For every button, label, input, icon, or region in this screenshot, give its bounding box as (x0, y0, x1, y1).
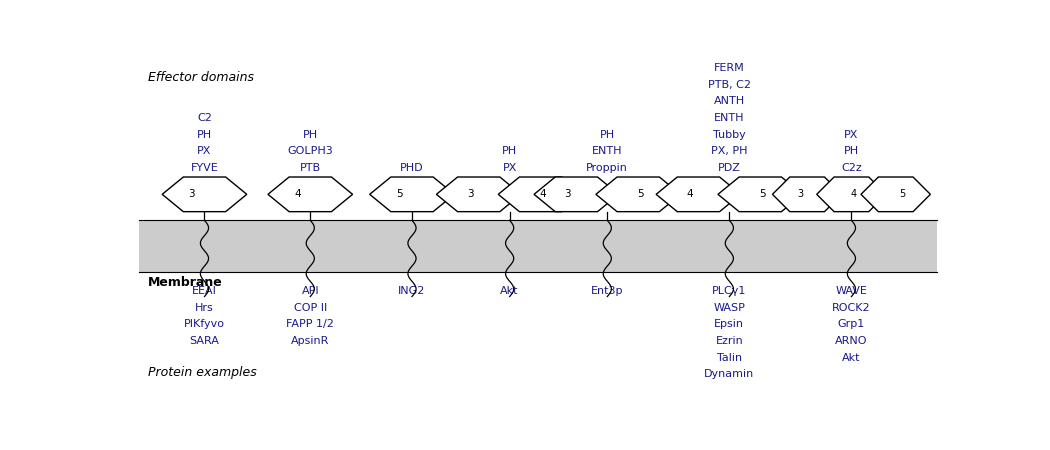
Text: SARA: SARA (190, 336, 219, 346)
Text: EEAI: EEAI (192, 286, 217, 296)
Text: PHD: PHD (400, 163, 424, 173)
Text: Dynamin: Dynamin (705, 369, 755, 379)
Polygon shape (596, 177, 680, 211)
Text: PIKfyvo: PIKfyvo (184, 320, 225, 329)
Polygon shape (817, 177, 886, 211)
Text: Akt: Akt (842, 353, 861, 363)
Text: 4: 4 (540, 189, 546, 199)
Text: ANTH: ANTH (714, 96, 744, 106)
Text: PH: PH (302, 130, 318, 140)
Text: PX: PX (844, 130, 859, 140)
Text: Effector domains: Effector domains (147, 71, 253, 84)
Text: ROCK2: ROCK2 (832, 303, 870, 313)
Text: Talin: Talin (717, 353, 742, 363)
Text: PX: PX (503, 163, 517, 173)
Text: PH: PH (844, 146, 859, 156)
Text: ApsinR: ApsinR (291, 336, 330, 346)
Text: FERM: FERM (714, 63, 744, 73)
Text: Ent3p: Ent3p (591, 286, 624, 296)
Text: Grp1: Grp1 (838, 320, 865, 329)
Text: 3: 3 (467, 189, 474, 199)
Text: PX: PX (197, 146, 212, 156)
Text: 3: 3 (565, 189, 571, 199)
Text: ING2: ING2 (398, 286, 425, 296)
Text: ENTH: ENTH (592, 146, 623, 156)
Text: PX, PH: PX, PH (711, 146, 748, 156)
Polygon shape (718, 177, 802, 211)
Text: Epsin: Epsin (714, 320, 744, 329)
Polygon shape (773, 177, 842, 211)
Text: 5: 5 (637, 189, 644, 199)
Text: C2: C2 (197, 113, 212, 123)
Text: 5: 5 (396, 189, 402, 199)
Text: PTB: PTB (299, 163, 321, 173)
Text: 4: 4 (850, 189, 856, 199)
Text: WASP: WASP (713, 303, 746, 313)
Bar (140, 220, 937, 272)
Polygon shape (534, 177, 618, 211)
Text: PTB, C2: PTB, C2 (708, 80, 751, 90)
Text: PH: PH (502, 146, 518, 156)
Text: Membrane: Membrane (147, 276, 223, 289)
Text: 3: 3 (797, 189, 803, 199)
Text: Tubby: Tubby (713, 130, 746, 140)
Text: Akt: Akt (501, 286, 519, 296)
Text: 4: 4 (687, 189, 693, 199)
Text: ENTH: ENTH (714, 113, 744, 123)
Text: 4: 4 (294, 189, 301, 199)
Polygon shape (861, 177, 930, 211)
Text: PH: PH (197, 130, 212, 140)
Text: API: API (301, 286, 319, 296)
Polygon shape (499, 177, 583, 211)
Polygon shape (656, 177, 740, 211)
Text: PH: PH (600, 130, 615, 140)
Polygon shape (370, 177, 455, 211)
Polygon shape (437, 177, 521, 211)
Text: Hrs: Hrs (195, 303, 214, 313)
Polygon shape (162, 177, 247, 211)
Text: Protein examples: Protein examples (147, 366, 256, 379)
Text: WAVE: WAVE (836, 286, 867, 296)
Text: PLCγ1: PLCγ1 (712, 286, 747, 296)
Text: Proppin: Proppin (586, 163, 628, 173)
Text: C2z: C2z (841, 163, 862, 173)
Text: FAPP 1/2: FAPP 1/2 (287, 320, 334, 329)
Text: GOLPH3: GOLPH3 (288, 146, 333, 156)
Text: Ezrin: Ezrin (715, 336, 743, 346)
Text: 5: 5 (900, 189, 906, 199)
Text: 5: 5 (759, 189, 765, 199)
Text: ARNO: ARNO (835, 336, 867, 346)
Polygon shape (268, 177, 353, 211)
Text: FYVE: FYVE (191, 163, 218, 173)
Text: 3: 3 (189, 189, 195, 199)
Text: COP II: COP II (294, 303, 327, 313)
Text: PDZ: PDZ (718, 163, 741, 173)
